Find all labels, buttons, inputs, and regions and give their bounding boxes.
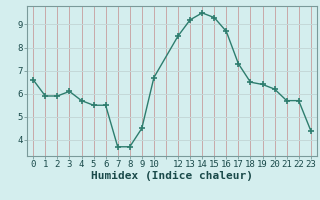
X-axis label: Humidex (Indice chaleur): Humidex (Indice chaleur)	[91, 171, 253, 181]
